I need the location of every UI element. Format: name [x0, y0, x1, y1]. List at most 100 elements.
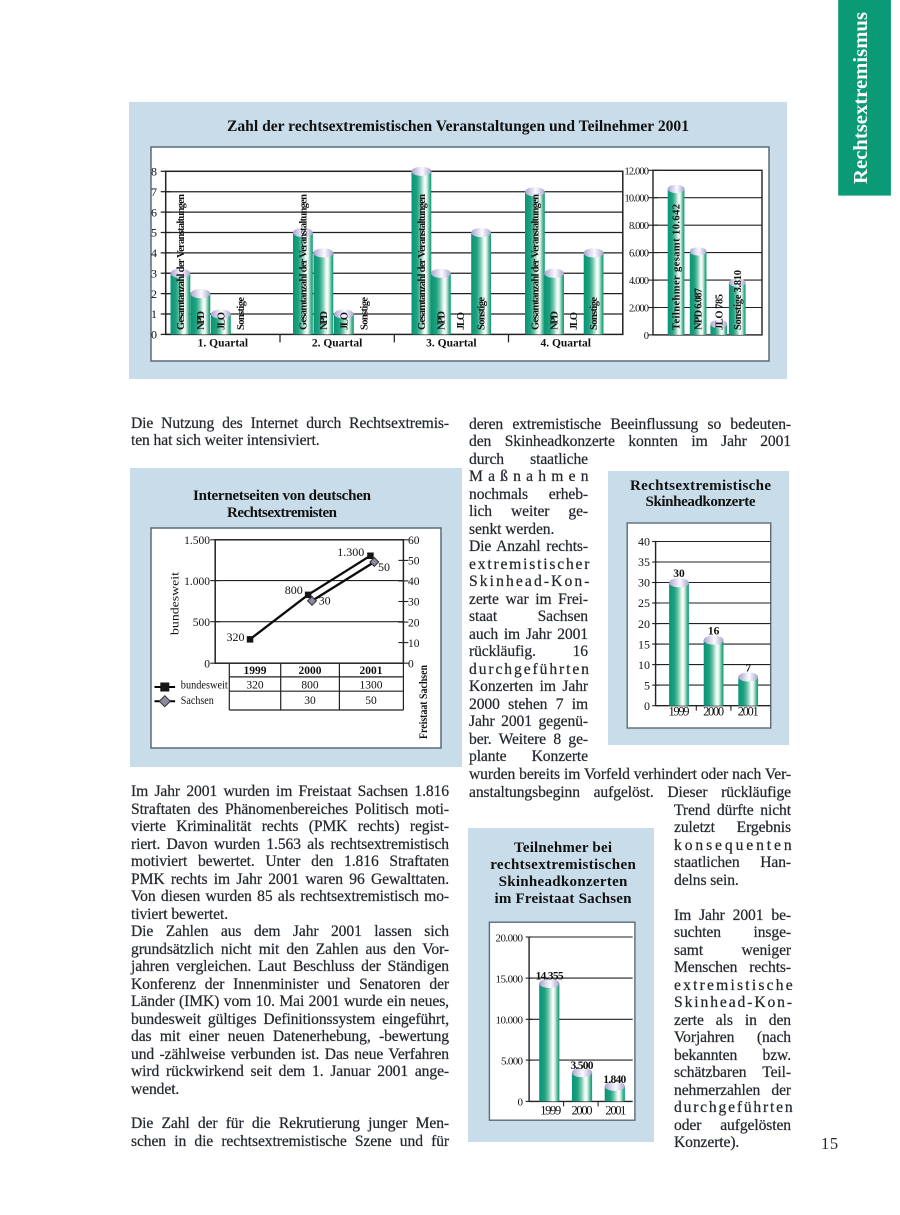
- svg-text:1999: 1999: [669, 705, 690, 719]
- svg-text:rechtsextremistischen: rechtsextremistischen: [490, 857, 636, 873]
- svg-text:Skinheadkonzerten: Skinheadkonzerten: [499, 874, 628, 890]
- svg-text:Rechtsextremistische: Rechtsextremistische: [630, 478, 771, 494]
- svg-text:JLO: JLO: [569, 312, 580, 330]
- svg-text:Sonstige: Sonstige: [236, 297, 247, 330]
- svg-text:5: 5: [151, 226, 157, 240]
- svg-text:bundesweit: bundesweit: [170, 571, 182, 635]
- svg-text:1.000: 1.000: [184, 576, 210, 588]
- svg-text:0: 0: [644, 699, 650, 713]
- svg-text:Zahl der rechtsextremistischen: Zahl der rechtsextremistischen Veranstal…: [227, 118, 689, 135]
- svg-text:Sonstige: Sonstige: [477, 297, 488, 330]
- svg-text:4: 4: [151, 246, 157, 260]
- svg-text:320: 320: [246, 680, 264, 692]
- svg-text:1. Quartal: 1. Quartal: [198, 338, 248, 350]
- svg-text:NPD: NPD: [436, 311, 447, 330]
- svg-text:0: 0: [151, 328, 157, 342]
- svg-text:JLO: JLO: [456, 312, 467, 330]
- svg-text:Rechtsextremismus: Rechtsextremismus: [851, 12, 872, 184]
- svg-text:0: 0: [644, 331, 649, 342]
- svg-text:2001: 2001: [605, 1104, 626, 1118]
- svg-text:3: 3: [151, 266, 157, 280]
- svg-text:2000: 2000: [703, 705, 724, 719]
- svg-text:16: 16: [708, 626, 720, 638]
- svg-text:5: 5: [644, 678, 650, 692]
- svg-text:800: 800: [285, 583, 303, 597]
- svg-text:3.500: 3.500: [571, 1060, 594, 1072]
- svg-text:2000: 2000: [572, 1104, 593, 1118]
- svg-text:Internetseiten von deutschen: Internetseiten von deutschen: [193, 488, 372, 504]
- svg-text:4. Quartal: 4. Quartal: [540, 338, 590, 350]
- svg-text:2. Quartal: 2. Quartal: [312, 338, 362, 350]
- svg-text:2000: 2000: [299, 665, 322, 677]
- svg-text:2.000: 2.000: [629, 304, 649, 315]
- svg-text:320: 320: [227, 630, 245, 644]
- svg-text:Gesamtanzahl der Veranstaltung: Gesamtanzahl der Veranstaltungen: [417, 194, 428, 330]
- svg-text:10.000: 10.000: [496, 1015, 524, 1027]
- svg-text:10: 10: [638, 658, 650, 672]
- svg-text:1: 1: [151, 307, 157, 321]
- svg-text:Sonstige: Sonstige: [359, 297, 370, 330]
- svg-text:7: 7: [151, 185, 157, 199]
- svg-text:500: 500: [193, 617, 211, 629]
- svg-text:Rechtsextremisten: Rechtsextremisten: [227, 505, 338, 521]
- svg-text:30: 30: [673, 568, 685, 580]
- svg-text:JLO 785: JLO 785: [714, 294, 725, 330]
- svg-text:50: 50: [408, 556, 420, 568]
- svg-text:0: 0: [518, 1097, 524, 1109]
- svg-text:JLO: JLO: [339, 312, 350, 330]
- svg-text:Gesamtanzahl der Veranstaltung: Gesamtanzahl der Veranstaltungen: [298, 194, 309, 330]
- svg-text:20: 20: [408, 617, 420, 629]
- svg-text:1300: 1300: [360, 680, 383, 692]
- svg-text:10.000: 10.000: [625, 194, 650, 205]
- svg-text:1.840: 1.840: [603, 1074, 626, 1086]
- svg-text:14.355: 14.355: [536, 971, 564, 983]
- svg-text:50: 50: [365, 695, 377, 707]
- svg-text:30: 30: [638, 576, 650, 590]
- svg-text:6.000: 6.000: [629, 249, 649, 260]
- svg-text:Gesamtanzahl der Veranstaltung: Gesamtanzahl der Veranstaltungen: [530, 194, 541, 330]
- svg-text:1.500: 1.500: [184, 535, 210, 547]
- svg-text:12.000: 12.000: [625, 166, 650, 177]
- svg-text:0: 0: [204, 658, 210, 670]
- svg-text:Teilnehmer bei: Teilnehmer bei: [514, 840, 612, 856]
- svg-text:Freistaat Sachsen: Freistaat Sachsen: [418, 664, 430, 739]
- svg-text:10: 10: [408, 638, 420, 650]
- svg-text:NPD: NPD: [319, 311, 330, 330]
- svg-text:NPD: NPD: [550, 311, 561, 330]
- svg-text:2001: 2001: [360, 665, 383, 677]
- svg-text:8: 8: [151, 165, 157, 179]
- svg-text:20.000: 20.000: [496, 932, 524, 944]
- svg-text:7: 7: [745, 663, 751, 675]
- svg-text:25: 25: [638, 596, 650, 610]
- svg-text:35: 35: [638, 555, 650, 569]
- svg-text:NPD 6.087: NPD 6.087: [694, 288, 705, 330]
- svg-text:Sonstige: Sonstige: [589, 297, 600, 330]
- svg-text:30: 30: [408, 597, 420, 609]
- svg-text:JLO: JLO: [216, 312, 227, 330]
- svg-text:1999: 1999: [244, 665, 267, 677]
- svg-text:im Freistaat Sachsen: im Freistaat Sachsen: [495, 891, 633, 907]
- svg-text:3. Quartal: 3. Quartal: [426, 338, 476, 350]
- svg-text:5.000: 5.000: [501, 1055, 524, 1067]
- svg-text:Teilnehmer gesamt 10.642: Teilnehmer gesamt 10.642: [672, 204, 683, 330]
- svg-text:4.000: 4.000: [629, 276, 649, 287]
- svg-text:NPD: NPD: [196, 311, 207, 330]
- svg-text:2: 2: [151, 287, 157, 301]
- svg-text:0: 0: [408, 658, 414, 670]
- svg-text:800: 800: [301, 680, 319, 692]
- svg-text:15.000: 15.000: [496, 973, 524, 985]
- svg-text:40: 40: [638, 535, 650, 549]
- svg-text:1.300: 1.300: [337, 545, 364, 559]
- svg-text:Sonstige 3.810: Sonstige 3.810: [733, 270, 744, 330]
- svg-text:2001: 2001: [738, 705, 759, 719]
- svg-text:30: 30: [319, 594, 331, 608]
- svg-text:50: 50: [378, 560, 390, 574]
- svg-text:15: 15: [638, 637, 650, 651]
- svg-text:Gesamtanzahl der Veranstaltung: Gesamtanzahl der Veranstaltungen: [176, 194, 187, 330]
- svg-text:Sachsen: Sachsen: [181, 695, 214, 707]
- svg-text:Skinheadkonzerte: Skinheadkonzerte: [646, 494, 756, 510]
- svg-text:bundesweit: bundesweit: [181, 680, 229, 692]
- svg-text:6: 6: [151, 205, 157, 219]
- svg-text:30: 30: [304, 695, 316, 707]
- svg-text:1999: 1999: [540, 1104, 561, 1118]
